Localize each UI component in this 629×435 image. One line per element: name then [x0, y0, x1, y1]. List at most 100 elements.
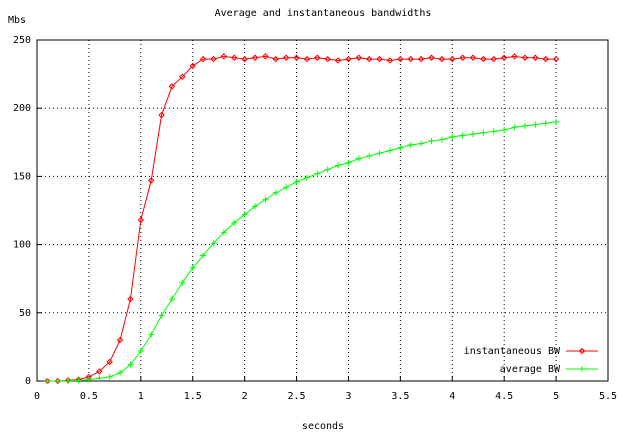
x-tick-label: 2.5: [288, 391, 306, 402]
legend-label: instantaneous BW: [464, 346, 561, 357]
data-point: [85, 376, 92, 383]
data-point: [376, 55, 383, 63]
x-tick-label: 3: [345, 391, 351, 402]
data-point: [179, 73, 186, 81]
data-point: [511, 53, 518, 60]
data-point: [345, 55, 352, 63]
data-point: [397, 144, 404, 151]
legend-marker: [579, 366, 585, 372]
data-point: [469, 54, 477, 61]
data-point: [438, 55, 446, 63]
data-point: [459, 132, 466, 139]
data-point: [532, 121, 539, 128]
data-point: [147, 177, 155, 184]
data-point: [189, 62, 196, 70]
x-tick-label: 4.5: [495, 391, 513, 402]
data-point: [366, 152, 373, 159]
data-point: [511, 124, 518, 131]
data-point: [252, 203, 259, 210]
data-point: [417, 55, 425, 63]
data-point: [386, 57, 394, 64]
x-tick-label: 3.5: [391, 391, 409, 402]
data-point: [542, 120, 549, 127]
plot-frame: [36, 39, 609, 382]
x-tick-label: 4: [449, 391, 455, 402]
data-point: [376, 150, 383, 157]
y-tick-label: 200: [13, 103, 31, 114]
data-point: [314, 170, 321, 177]
series-line: [47, 55, 557, 382]
data-point: [355, 155, 362, 162]
data-point: [553, 118, 560, 125]
data-point: [293, 54, 300, 61]
data-point: [137, 347, 144, 354]
data-point: [470, 131, 477, 138]
data-point: [500, 54, 508, 61]
data-point: [428, 54, 435, 61]
data-point: [480, 55, 487, 63]
x-tick-label: 5.5: [599, 391, 617, 402]
data-point: [85, 373, 93, 381]
data-point: [449, 133, 456, 140]
data-point: [407, 142, 414, 149]
data-point: [127, 361, 134, 368]
chart-title: Average and instantaneous bandwidths: [215, 8, 432, 19]
data-point: [220, 229, 227, 236]
data-point: [158, 312, 165, 319]
data-point: [210, 55, 217, 63]
data-point: [334, 57, 342, 64]
x-tick-label: 2: [242, 391, 248, 402]
data-point: [96, 375, 103, 382]
data-point: [106, 358, 113, 366]
data-point: [189, 264, 196, 271]
y-tick-label: 100: [13, 240, 31, 251]
data-point: [490, 55, 498, 63]
data-point: [262, 196, 269, 203]
data-point: [179, 279, 186, 286]
data-point: [314, 54, 321, 61]
data-point: [231, 219, 238, 226]
data-point: [241, 211, 248, 218]
y-tick-label: 250: [13, 35, 31, 46]
data-point: [262, 53, 269, 60]
data-point: [168, 83, 176, 90]
data-point: [532, 54, 539, 61]
data-point: [200, 252, 207, 259]
data-point: [501, 127, 508, 134]
data-point: [75, 377, 82, 384]
data-point: [480, 129, 487, 136]
data-point: [303, 55, 311, 63]
data-point: [324, 166, 331, 173]
data-point: [64, 377, 72, 384]
data-point: [324, 55, 331, 63]
data-point: [96, 368, 103, 375]
data-point: [272, 55, 279, 63]
data-point: [459, 54, 466, 61]
data-point: [355, 54, 363, 61]
data-point: [65, 378, 72, 384]
data-point: [293, 178, 300, 185]
y-tick-label: 50: [19, 308, 31, 319]
data-point: [303, 174, 310, 181]
data-point: [272, 189, 279, 196]
y-axis-label: Mbs: [8, 15, 26, 26]
data-point: [335, 162, 342, 169]
data-point: [345, 159, 352, 166]
data-point: [438, 136, 445, 143]
data-point: [490, 128, 497, 135]
data-point: [251, 54, 259, 61]
legend-marker: [578, 347, 586, 355]
data-point: [428, 137, 435, 144]
data-point: [210, 240, 217, 247]
x-tick-label: 1.5: [184, 391, 202, 402]
y-tick-label: 0: [25, 376, 31, 387]
data-point: [106, 373, 113, 380]
data-point: [521, 54, 529, 61]
data-point: [127, 295, 134, 303]
data-point: [449, 55, 456, 63]
data-point: [282, 54, 290, 61]
data-point: [386, 147, 393, 154]
data-point: [366, 55, 373, 63]
legend-label: average BW: [500, 364, 561, 375]
